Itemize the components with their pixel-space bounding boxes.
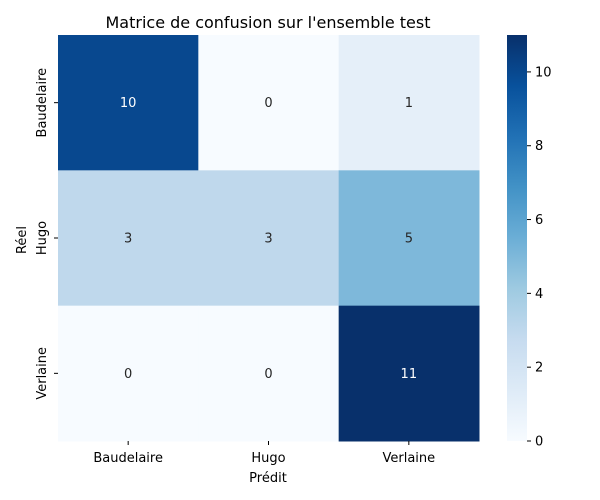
y-axis-ticks: Baudelaire Hugo Verlaine bbox=[35, 68, 58, 400]
colorbar-tick-label: 10 bbox=[535, 65, 552, 80]
x-tick-label: Verlaine bbox=[383, 451, 436, 466]
cell-value-1-2: 5 bbox=[405, 232, 413, 247]
cell-value-2-0: 0 bbox=[124, 367, 132, 382]
cell-value-0-1: 0 bbox=[264, 96, 272, 111]
heatmap-cell-0-2 bbox=[338, 35, 480, 171]
colorbar-ticks: 0 2 4 6 8 10 bbox=[527, 65, 552, 450]
x-tick-label: Hugo bbox=[251, 451, 285, 466]
y-axis-label: Réel bbox=[15, 226, 30, 254]
x-tick-label: Baudelaire bbox=[93, 451, 163, 466]
colorbar-tick-label: 4 bbox=[535, 287, 543, 302]
colorbar bbox=[507, 35, 527, 441]
cell-value-2-1: 0 bbox=[264, 367, 272, 382]
x-axis-ticks: Baudelaire Hugo Verlaine bbox=[93, 441, 435, 466]
heatmap-cell-2-1 bbox=[198, 305, 340, 442]
heatmap-cell-0-0 bbox=[58, 35, 199, 171]
colorbar-tick-label: 0 bbox=[535, 435, 543, 450]
heatmap-cell-1-1 bbox=[198, 170, 340, 307]
heatmap-cell-1-0 bbox=[58, 170, 199, 307]
y-tick-label: Baudelaire bbox=[35, 68, 50, 138]
cell-value-2-2: 11 bbox=[401, 367, 418, 382]
heatmap-cell-0-1 bbox=[198, 35, 340, 171]
cell-value-0-2: 1 bbox=[405, 96, 413, 111]
colorbar-tick-label: 8 bbox=[535, 139, 543, 154]
chart-title: Matrice de confusion sur l'ensemble test bbox=[105, 13, 430, 32]
heatmap-cell-2-2 bbox=[338, 305, 480, 442]
colorbar-tick-label: 6 bbox=[535, 213, 543, 228]
y-tick-label: Hugo bbox=[35, 221, 50, 255]
cell-value-1-1: 3 bbox=[264, 232, 272, 247]
cell-value-0-0: 10 bbox=[120, 96, 137, 111]
x-axis-label: Prédit bbox=[249, 471, 287, 486]
colorbar-tick-label: 2 bbox=[535, 361, 543, 376]
cell-value-1-0: 3 bbox=[124, 232, 132, 247]
heatmap-cell-1-2 bbox=[338, 170, 480, 307]
heatmap-cells: 10 0 1 3 3 5 0 0 11 bbox=[58, 35, 480, 442]
heatmap-cell-2-0 bbox=[58, 305, 199, 442]
y-tick-label: Verlaine bbox=[35, 347, 50, 400]
